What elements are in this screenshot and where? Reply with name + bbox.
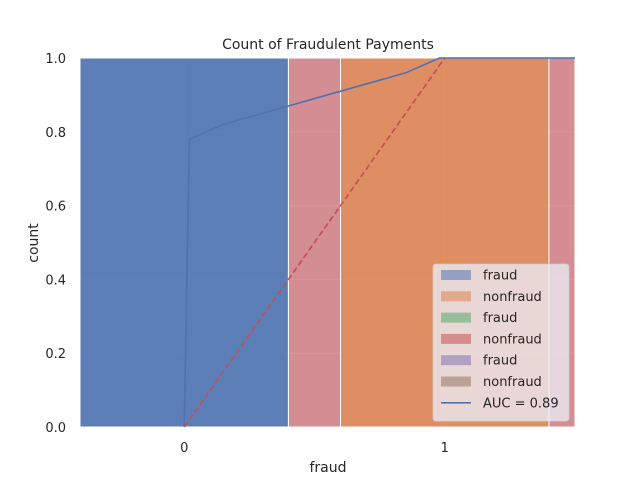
y-tick-label: 1.0 xyxy=(45,52,66,67)
legend-swatch xyxy=(441,291,471,302)
legend-label: nonfraud xyxy=(483,375,542,390)
legend-swatch xyxy=(441,333,471,344)
x-tick-label: 0 xyxy=(180,441,188,456)
legend-label: fraud xyxy=(483,354,517,369)
legend-label: fraud xyxy=(483,311,517,326)
y-tick-label: 0.6 xyxy=(45,200,66,215)
roc-line xyxy=(183,57,575,428)
legend-label: fraud xyxy=(483,269,517,284)
y-tick-label: 0.8 xyxy=(45,126,66,141)
chart-title: Count of Fraudulent Payments xyxy=(222,37,434,53)
bar-fraud xyxy=(79,57,289,428)
x-axis-label: fraud xyxy=(309,460,346,476)
legend-swatch xyxy=(441,312,471,323)
legend: fraud nonfraud fraud nonfraud fraud nonfraud A… xyxy=(432,263,570,422)
y-tick-label: 0.2 xyxy=(45,347,66,362)
legend-swatch xyxy=(441,270,471,280)
x-tick-label: 1 xyxy=(441,441,449,456)
y-tick-label: 0.0 xyxy=(45,421,66,436)
diagonal-reference-line xyxy=(183,57,446,428)
legend-swatch xyxy=(441,355,471,366)
legend-label: nonfraud xyxy=(483,290,542,305)
legend-label: nonfraud xyxy=(483,332,542,347)
y-tick-label: 0.4 xyxy=(45,273,66,288)
legend-swatch xyxy=(441,376,471,387)
y-axis-label: count xyxy=(26,223,42,263)
legend-label: AUC = 0.89 xyxy=(483,396,559,411)
